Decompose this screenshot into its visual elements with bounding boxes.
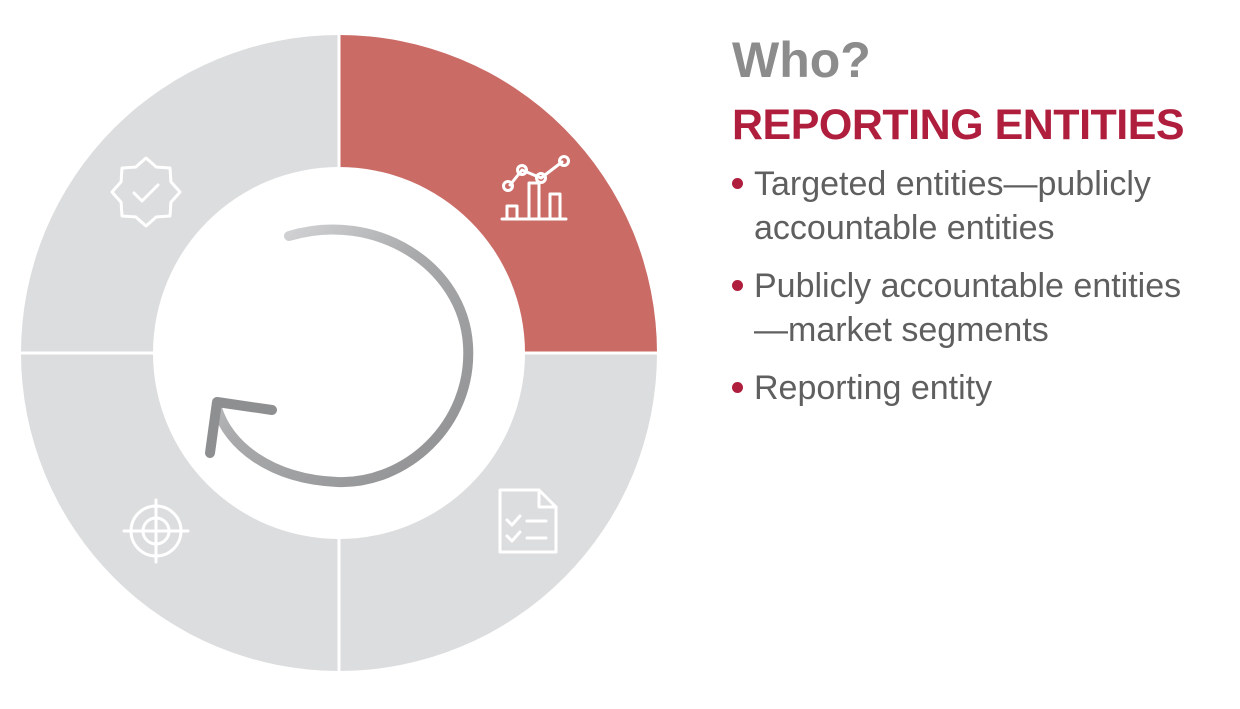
chart-analytics-icon xyxy=(500,155,570,221)
bullet-dot xyxy=(732,382,743,393)
bullet-text: Reporting entity xyxy=(754,369,993,407)
bullet-list: Targeted entities—publicly accountable e… xyxy=(732,162,1232,410)
info-panel: Who? REPORTING ENTITIES Targeted entitie… xyxy=(732,28,1232,424)
cycle-diagram xyxy=(19,33,659,673)
badge-check-icon xyxy=(110,156,182,228)
bullet-text: Targeted entities—publicly accountable e… xyxy=(754,165,1151,247)
ring-segment-bottom-left[interactable] xyxy=(21,353,339,671)
bullet-dot xyxy=(732,280,743,291)
bullet-text: Publicly accountable entities —market se… xyxy=(754,267,1182,349)
bullet-item: Publicly accountable entities —market se… xyxy=(732,264,1232,352)
bullet-dot xyxy=(732,178,743,189)
document-checklist-icon xyxy=(498,488,558,554)
bullet-item: Reporting entity xyxy=(732,366,1232,410)
circular-arrow-icon xyxy=(205,224,474,488)
panel-title: Who? xyxy=(732,32,871,88)
ring-segment-bottom-right[interactable] xyxy=(339,353,657,671)
panel-subtitle: REPORTING ENTITIES xyxy=(732,101,1185,149)
bullet-item: Targeted entities—publicly accountable e… xyxy=(732,162,1232,250)
target-crosshair-icon xyxy=(122,498,190,564)
ring-segment-top-right[interactable] xyxy=(339,35,657,353)
segment-dividers xyxy=(19,33,659,673)
